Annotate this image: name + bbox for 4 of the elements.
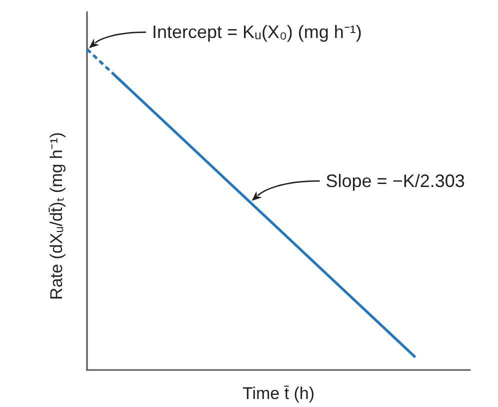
x-axis-title: Time t̄ (h) bbox=[242, 384, 315, 403]
annotation: Slope = −K/2.303 bbox=[326, 170, 465, 191]
text: Intercept = Kᵤ(X₀) (mg h⁻¹) bbox=[152, 22, 362, 42]
y-axis-title: Rate (dXᵤ/dt̄)ₜ (mg h⁻¹) bbox=[47, 132, 66, 300]
